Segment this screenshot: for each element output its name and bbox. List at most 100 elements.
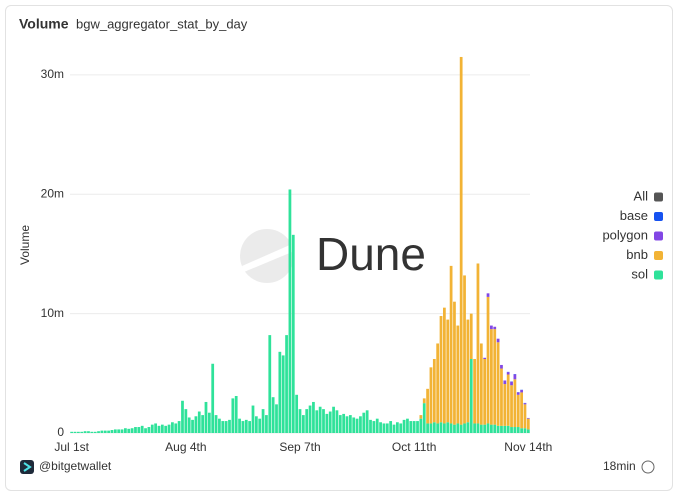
bar [157,425,161,433]
bar [469,313,473,359]
bar [97,431,100,433]
bar [493,329,497,425]
bar [510,385,513,428]
bar [432,358,436,423]
bar [103,430,107,433]
bar [228,419,231,433]
bar [160,424,164,433]
bar [174,423,178,433]
bar [520,390,523,393]
bar [516,392,520,395]
bar [221,421,225,433]
y-tick-label: 10m [41,306,64,320]
bar [526,429,530,433]
bar [446,422,450,433]
bar [369,419,372,433]
bar [211,363,215,433]
bar [466,319,470,423]
legend-label: bnb [626,247,648,262]
y-axis-label: Volume [18,225,32,265]
bar [281,355,285,433]
bar [117,429,121,433]
bar [278,351,282,433]
bar [194,416,198,433]
bar [359,416,362,433]
bar [523,428,527,433]
bar [140,425,144,433]
bar [184,409,188,433]
bar [416,421,419,433]
bar [254,416,258,433]
x-tick-label: Nov 14th [504,440,552,454]
bar [275,404,278,433]
bar [422,403,426,433]
bar [466,422,470,433]
status-icon [641,460,655,474]
bar [496,338,500,343]
bar [382,423,386,433]
legend-label: polygon [602,227,648,242]
bar [288,189,292,433]
bar [479,343,483,425]
chart-title: Volume [19,16,69,32]
bar [298,409,302,433]
bar [429,423,433,433]
legend-swatch [654,270,663,280]
bar [338,415,342,433]
bar [432,422,436,433]
bar [204,401,208,433]
bar [127,428,131,433]
bar [93,431,97,433]
bar [218,418,221,433]
bar [473,423,476,433]
bar [503,425,507,433]
y-tick-label: 30m [41,67,64,81]
watermark: Dune [316,228,426,280]
bar [402,419,406,433]
bar [214,415,218,433]
bar [490,424,493,433]
bar [251,405,255,433]
bar [500,425,503,433]
bar [238,418,241,433]
bar [513,374,517,380]
legend-swatch [654,192,663,202]
bar [395,422,399,433]
legend-swatch [654,251,663,260]
bar [526,418,530,430]
bar [147,427,151,433]
bar [144,428,147,433]
bar [224,421,228,433]
bar [355,418,359,433]
footer-handle: @bitgetwallet [39,459,112,473]
bar [177,421,181,433]
bar [375,418,379,433]
bar [181,400,184,433]
bar [476,423,480,433]
bar [456,325,460,424]
bar [399,423,403,433]
bar [483,357,487,359]
bar [322,409,325,433]
bar [483,358,487,425]
bar [348,415,352,433]
bar [463,275,466,424]
bar [483,424,487,433]
bar [389,421,393,433]
bar [426,423,429,433]
bar [328,411,332,433]
bar [422,398,426,404]
bar [392,424,396,433]
bar [446,319,450,423]
bar [493,424,497,433]
bar [426,388,429,424]
bar [150,424,154,433]
bar [295,394,299,433]
bar [265,415,268,433]
bar [352,417,356,433]
bar [285,335,288,433]
bar [80,431,84,433]
bar [506,372,510,375]
bar [305,409,309,433]
